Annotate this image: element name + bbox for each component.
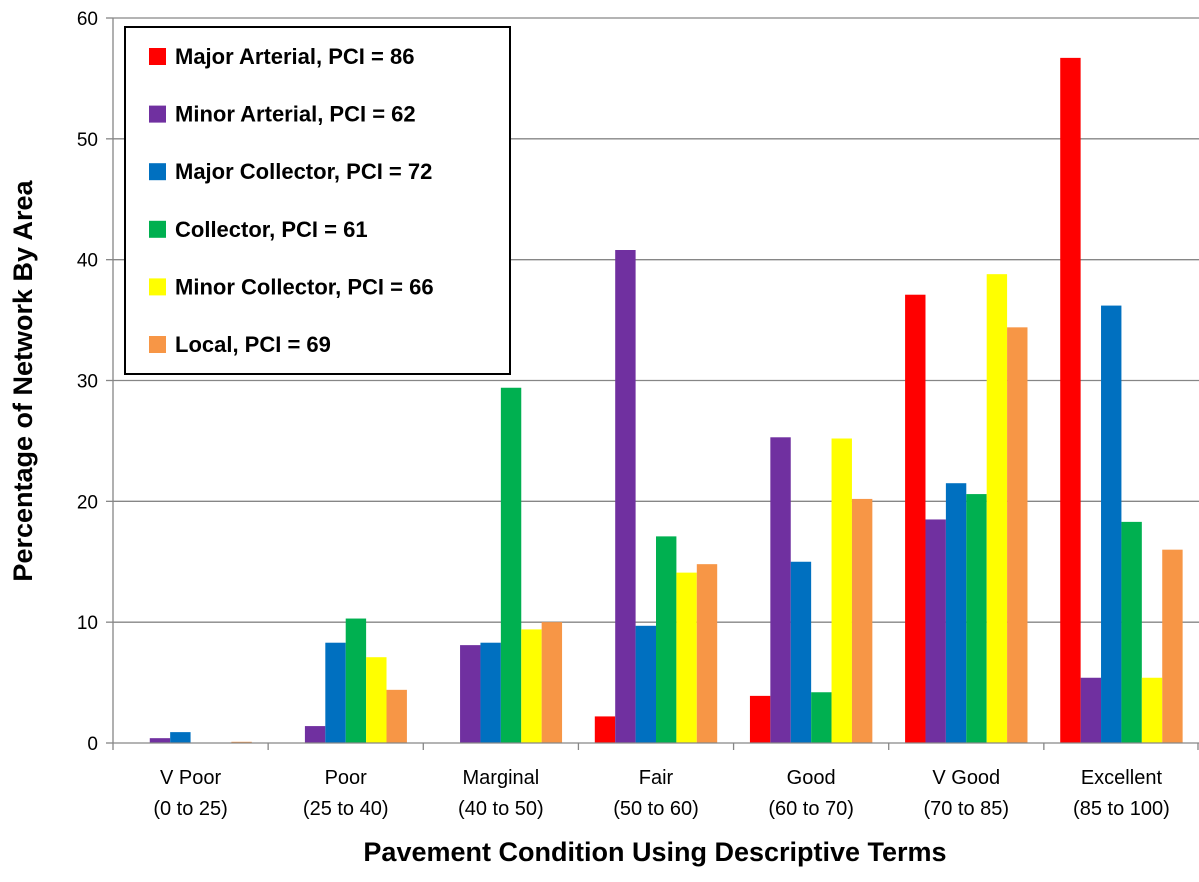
bar [366, 657, 387, 743]
y-tick-label: 40 [77, 251, 98, 272]
legend-swatch [149, 278, 166, 296]
bar [1141, 677, 1163, 743]
bar [480, 642, 501, 743]
y-tick-label: 0 [87, 734, 98, 755]
bar [986, 274, 1008, 743]
bar [966, 494, 987, 743]
bar [1080, 677, 1102, 743]
legend-label: Minor Collector, PCI = 66 [175, 274, 434, 299]
legend-label: Major Arterial, PCI = 86 [175, 44, 414, 69]
bar [1162, 549, 1183, 743]
x-category-range: (40 to 50) [458, 798, 544, 820]
bar [1060, 57, 1081, 743]
bar [386, 689, 407, 743]
y-axis-title: Percentage of Network By Area [8, 179, 38, 581]
bar [696, 564, 718, 743]
bar [811, 692, 832, 743]
legend-label: Major Collector, PCI = 72 [175, 159, 432, 184]
x-category-range: (50 to 60) [613, 798, 699, 820]
bar [790, 561, 812, 743]
bar [676, 572, 697, 743]
legend-swatch [149, 336, 166, 353]
legend-swatch [149, 163, 166, 181]
bar [170, 732, 191, 743]
x-category-label: Marginal [463, 767, 540, 789]
bar [460, 645, 481, 743]
y-tick-label: 50 [77, 130, 98, 151]
bar [831, 438, 852, 743]
legend-swatch [149, 105, 166, 123]
x-category-label: Poor [325, 767, 368, 789]
bar [770, 437, 791, 743]
x-category-label: Fair [639, 767, 674, 789]
bar [594, 716, 616, 743]
bar [500, 387, 522, 743]
x-category-range: (85 to 100) [1073, 798, 1170, 820]
bar [304, 726, 326, 743]
x-category-range: (60 to 70) [768, 798, 854, 820]
legend: Major Arterial, PCI = 86 Minor Arterial, … [124, 26, 511, 375]
bar [851, 498, 873, 743]
bar [521, 629, 542, 743]
y-tick-label: 20 [77, 492, 98, 513]
legend-label: Local, PCI = 69 [175, 332, 331, 357]
bar [1101, 305, 1122, 743]
x-category-range: (0 to 25) [153, 798, 227, 820]
bars [149, 57, 1183, 743]
bar [1007, 327, 1028, 743]
bar [905, 294, 926, 743]
bar [1121, 521, 1142, 743]
legend-box [124, 26, 511, 375]
bar [149, 738, 171, 743]
bar [345, 618, 367, 743]
x-category-label: V Good [932, 767, 1000, 789]
x-axis-title: Pavement Condition Using Descriptive Ter… [363, 837, 946, 867]
legend-label: Collector, PCI = 61 [175, 217, 368, 242]
x-category-labels: V Poor (0 to 25) Poor (25 to 40) Marginal (40… [153, 767, 1169, 820]
bar [925, 519, 946, 743]
bar [635, 625, 656, 743]
x-category-label: V Poor [160, 767, 221, 789]
bar [325, 642, 346, 743]
bar [615, 250, 636, 743]
x-category-label: Excellent [1081, 767, 1163, 789]
bar [945, 483, 967, 743]
bar [541, 622, 563, 743]
bar [749, 695, 771, 743]
y-tick-label: 60 [77, 9, 98, 30]
y-tick-label: 10 [77, 613, 98, 634]
x-category-label: Good [787, 767, 836, 789]
legend-label: Minor Arterial, PCI = 62 [175, 102, 416, 127]
x-category-range: (25 to 40) [303, 798, 389, 820]
y-tick-labels: 0 10 20 30 40 50 60 [77, 9, 98, 755]
legend-swatch [149, 220, 166, 238]
axes [106, 17, 1199, 750]
x-category-range: (70 to 85) [923, 798, 1009, 820]
legend-swatch [149, 48, 166, 65]
bar [656, 536, 677, 743]
y-tick-label: 30 [77, 372, 98, 393]
